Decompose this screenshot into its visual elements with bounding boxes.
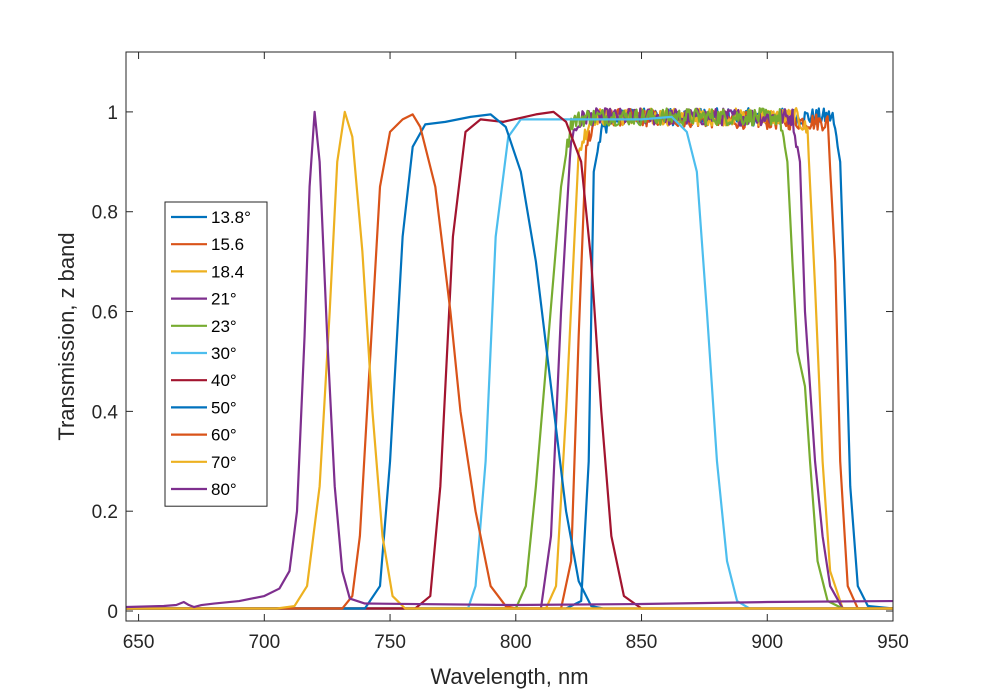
legend: 13.8° 15.6 18.4 21° 23° 30° 40° 50° 60° 70° 80° bbox=[164, 201, 268, 507]
y-tick-label: 0.6 bbox=[92, 303, 118, 324]
series-layer bbox=[125, 107, 894, 610]
series-line-9 bbox=[126, 113, 893, 610]
series-line-11 bbox=[125, 110, 894, 609]
legend-entry-label: 13.8° bbox=[211, 208, 251, 227]
legend-entry-label: 21° bbox=[211, 290, 237, 309]
x-tick-label: 650 bbox=[123, 632, 155, 653]
legend-entry-label: 80° bbox=[211, 480, 237, 499]
y-tick-label: 0.8 bbox=[92, 203, 118, 224]
legend-entry-label: 30° bbox=[211, 344, 237, 363]
axes-box bbox=[125, 51, 894, 622]
legend-entry-label: 50° bbox=[211, 398, 237, 417]
series-line-10 bbox=[126, 110, 893, 610]
x-tick-label: 950 bbox=[877, 632, 909, 653]
series-line-6 bbox=[126, 115, 893, 610]
legend-entry-label: 15.6 bbox=[211, 235, 244, 254]
legend-entry-label: 18.4 bbox=[211, 262, 244, 281]
x-tick-label: 900 bbox=[751, 632, 783, 653]
legend-entry-label: 40° bbox=[211, 371, 237, 390]
legend-entry-label: 23° bbox=[211, 317, 237, 336]
y-tick-label: 0.4 bbox=[92, 402, 119, 423]
y-tick-label: 0 bbox=[107, 602, 118, 623]
y-axis-title: Transmission, z band bbox=[54, 232, 79, 440]
legend-entry-label: 60° bbox=[211, 426, 237, 445]
series-line-8 bbox=[126, 113, 893, 610]
x-axis-title: Wavelength, nm bbox=[430, 664, 588, 689]
ticks-layer: 650 700 750 800 850 900 950 0 0.2 0.4 0.6 0.8 1 bbox=[92, 52, 909, 653]
x-tick-label: 750 bbox=[374, 632, 406, 653]
y-tick-label: 0.2 bbox=[92, 502, 118, 523]
legend-entry-label: 70° bbox=[211, 453, 237, 472]
x-tick-label: 700 bbox=[248, 632, 280, 653]
x-tick-label: 800 bbox=[500, 632, 532, 653]
series-line-7 bbox=[126, 110, 893, 610]
x-tick-label: 850 bbox=[626, 632, 658, 653]
y-tick-label: 1 bbox=[107, 103, 118, 124]
